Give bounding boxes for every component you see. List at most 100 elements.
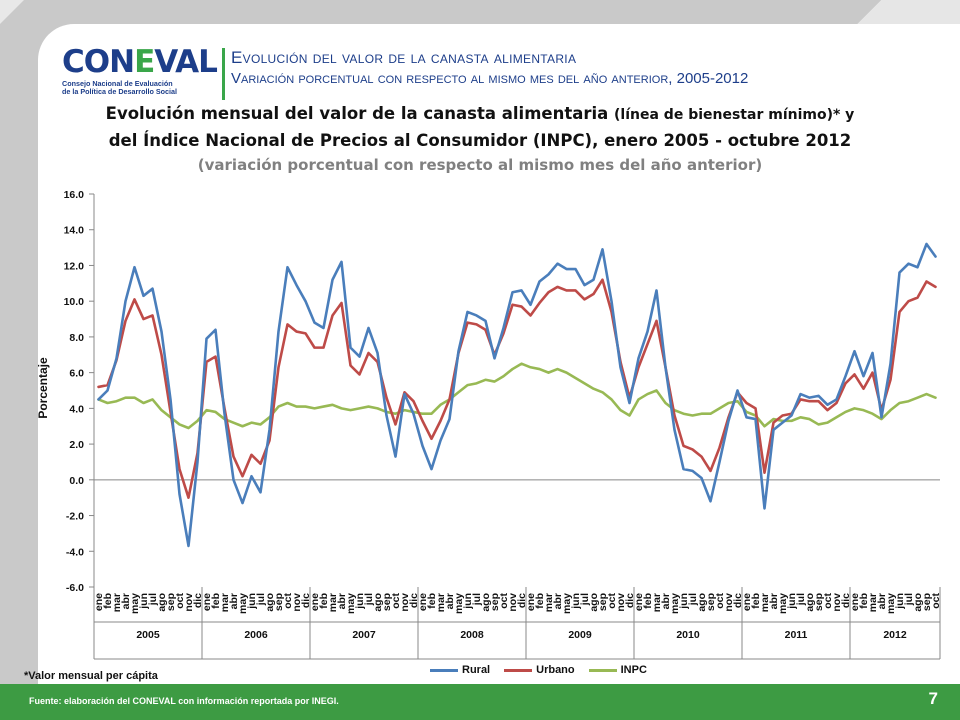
chart-title-line2: del Índice Nacional de Precios al Consum…	[108, 131, 852, 150]
x-tick-label: feb	[750, 593, 762, 609]
x-tick-label: abr	[444, 593, 456, 609]
chart-title-line3: (variación porcentual con respecto al mi…	[197, 156, 763, 174]
x-tick-label: abr	[768, 593, 780, 609]
x-tick-label: dic	[624, 593, 636, 608]
y-tick-label: 0.0	[69, 475, 84, 487]
x-tick-label: ene	[309, 593, 321, 611]
x-tick-label: jul	[579, 593, 591, 606]
year-label: 2007	[352, 629, 376, 641]
x-tick-label: nov	[291, 593, 303, 612]
x-tick-label: ago	[372, 593, 384, 612]
year-label: 2010	[676, 629, 700, 641]
x-tick-label: sep	[597, 593, 609, 611]
x-tick-label: ene	[849, 593, 861, 611]
x-tick-label: oct	[174, 592, 186, 608]
legend-item-inpc: INPC	[588, 664, 647, 676]
x-tick-label: mar	[759, 593, 771, 612]
x-tick-label: abr	[552, 593, 564, 609]
x-tick-label: ene	[417, 593, 429, 611]
year-label: 2006	[244, 629, 268, 641]
y-tick-label: 10.0	[64, 296, 85, 308]
x-tick-label: feb	[858, 593, 870, 609]
slide-subtitle: Variación porcentual con respecto al mis…	[231, 70, 749, 87]
x-tick-label: feb	[210, 593, 222, 609]
x-tick-label: may	[345, 593, 357, 614]
y-tick-label: 16.0	[64, 189, 85, 201]
series-line-urbano	[97, 278, 937, 499]
x-tick-label: feb	[102, 593, 114, 609]
x-tick-label: dic	[516, 593, 528, 608]
x-tick-label: ene	[525, 593, 537, 611]
legend-item-rural: Rural	[430, 664, 490, 676]
x-tick-label: jun	[462, 593, 474, 610]
x-tick-label: jul	[471, 593, 483, 606]
coneval-logo: CONEVAL Consejo Nacional de Evaluación d…	[62, 44, 218, 108]
x-tick-label: mar	[435, 593, 447, 612]
x-tick-label: oct	[930, 592, 942, 608]
x-tick-label: jun	[354, 593, 366, 610]
x-tick-label: abr	[876, 593, 888, 609]
chart-title-line1: Evolución mensual del valor de la canast…	[105, 104, 855, 123]
x-tick-label: dic	[732, 593, 744, 608]
x-tick-label: abr	[120, 593, 132, 609]
year-label: 2012	[883, 629, 907, 641]
x-tick-label: feb	[534, 593, 546, 609]
x-tick-label: oct	[822, 592, 834, 608]
header-divider	[222, 48, 225, 100]
x-tick-label: may	[237, 593, 249, 614]
logo-wordmark: CONEVAL	[62, 44, 218, 80]
x-tick-label: sep	[489, 593, 501, 611]
x-tick-label: ene	[633, 593, 645, 611]
slide-title: Evolución del valor de la canasta alimen…	[231, 48, 577, 67]
x-tick-label: abr	[228, 593, 240, 609]
x-tick-label: may	[885, 593, 897, 614]
x-tick-label: ago	[804, 593, 816, 612]
x-tick-label: mar	[327, 593, 339, 612]
x-tick-label: jun	[678, 593, 690, 610]
x-tick-label: feb	[426, 593, 438, 609]
year-label: 2009	[568, 629, 592, 641]
year-label: 2011	[785, 629, 808, 641]
legend-item-urbano: Urbano	[504, 664, 575, 676]
x-tick-label: oct	[606, 592, 618, 608]
x-tick-label: may	[129, 593, 141, 614]
x-tick-label: jul	[687, 593, 699, 606]
corner-decoration	[0, 0, 24, 24]
x-tick-label: jul	[255, 593, 267, 606]
x-tick-label: jun	[894, 593, 906, 610]
x-tick-label: ago	[588, 593, 600, 612]
y-tick-label: -2.0	[66, 511, 84, 523]
x-tick-label: nov	[507, 593, 519, 612]
y-tick-label: 4.0	[69, 403, 84, 415]
footnote: *Valor mensual per cápita	[24, 670, 158, 682]
x-tick-label: sep	[381, 593, 393, 611]
x-tick-label: nov	[399, 593, 411, 612]
x-tick-label: ago	[480, 593, 492, 612]
y-tick-label: 8.0	[69, 332, 84, 344]
x-tick-label: ago	[696, 593, 708, 612]
y-tick-label: 2.0	[69, 439, 84, 451]
x-tick-label: mar	[651, 593, 663, 612]
x-tick-label: dic	[300, 593, 312, 608]
x-tick-label: mar	[111, 593, 123, 612]
x-tick-label: abr	[336, 593, 348, 609]
x-tick-label: sep	[813, 593, 825, 611]
x-tick-label: dic	[192, 593, 204, 608]
x-tick-label: jul	[795, 593, 807, 606]
x-tick-label: jul	[903, 593, 915, 606]
y-tick-label: 12.0	[64, 260, 85, 272]
x-tick-label: jul	[363, 593, 375, 606]
y-axis-label: Porcentaje	[36, 357, 50, 419]
x-tick-label: oct	[390, 592, 402, 608]
x-tick-label: may	[453, 593, 465, 614]
footer-bar: Fuente: elaboración del CONEVAL con info…	[0, 684, 960, 720]
slide-header: Evolución del valor de la canasta alimen…	[231, 48, 748, 87]
x-tick-label: sep	[273, 593, 285, 611]
x-tick-label: sep	[165, 593, 177, 611]
x-tick-label: feb	[642, 593, 654, 609]
y-tick-label: -6.0	[66, 582, 84, 594]
chart-title: Evolución mensual del valor de la canast…	[90, 101, 870, 177]
x-tick-label: may	[777, 593, 789, 614]
series-line-rural	[97, 242, 937, 548]
